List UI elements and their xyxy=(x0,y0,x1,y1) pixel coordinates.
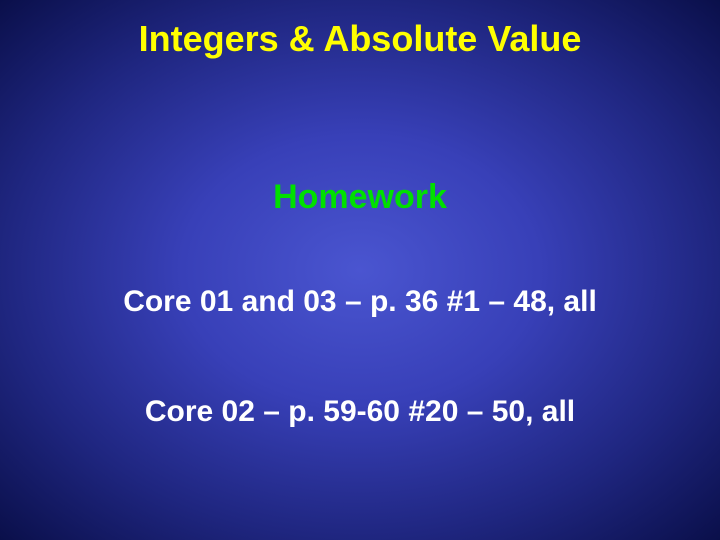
slide-title: Integers & Absolute Value xyxy=(0,18,720,60)
homework-line-1: Core 01 and 03 – p. 36 #1 – 48, all xyxy=(0,285,720,319)
homework-line-2: Core 02 – p. 59-60 #20 – 50, all xyxy=(0,395,720,429)
slide: Integers & Absolute Value Homework Core … xyxy=(0,0,720,540)
slide-subtitle: Homework xyxy=(0,178,720,217)
